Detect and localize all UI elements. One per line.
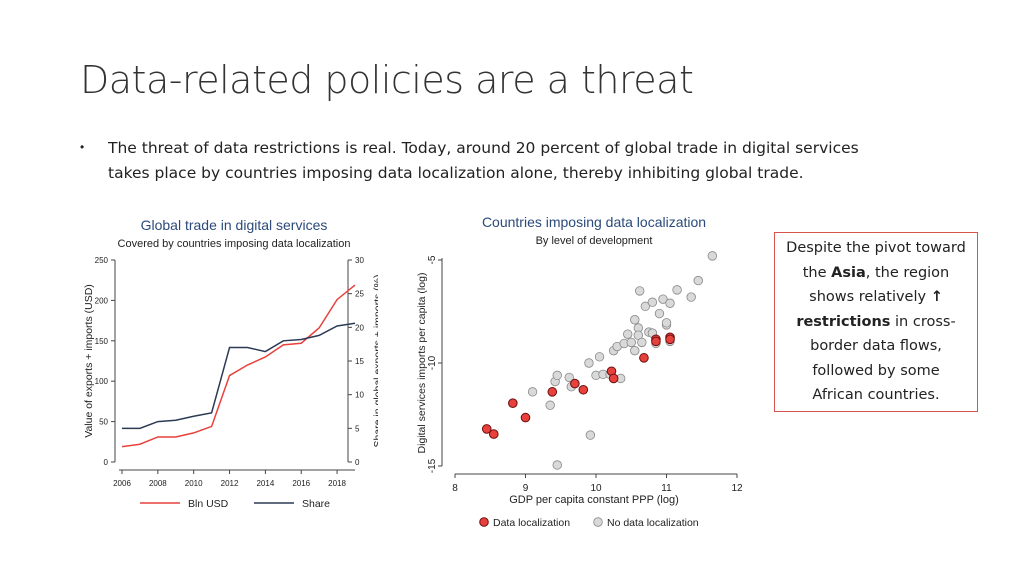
series-line-right <box>122 322 356 430</box>
data-point-localization <box>570 378 580 389</box>
data-point-localization <box>651 336 661 347</box>
legend-label: Data localization <box>493 517 570 529</box>
bullet-icon: • <box>80 140 85 154</box>
x-tick-label: 2010 <box>185 479 203 488</box>
x-tick-label: 2018 <box>328 479 346 488</box>
slide-title: Data-related policies are a threat <box>80 58 694 102</box>
data-point-localization <box>578 384 589 395</box>
data-point-localization <box>488 429 499 439</box>
x-tick-label: 11 <box>661 483 672 494</box>
y-tick-label-left: 250 <box>95 256 109 265</box>
x-tick-label: 2006 <box>113 479 131 488</box>
callout-box: Despite the pivot toward the Asia, the r… <box>774 232 978 412</box>
y-tick-label-right: 10 <box>355 391 364 400</box>
data-point-no-localization <box>527 387 538 397</box>
data-point-no-localization <box>693 275 703 286</box>
chart-subtitle: Covered by countries imposing data local… <box>118 238 351 250</box>
y-tick-label-right: 30 <box>355 256 364 265</box>
x-tick-label: 10 <box>590 483 602 494</box>
y-tick-label: -10 <box>427 355 438 370</box>
x-tick-label: 9 <box>523 483 529 494</box>
y-axis-title-right: Share in global exports + imports (%) <box>372 274 378 447</box>
data-point-no-localization <box>626 337 636 348</box>
data-point-no-localization <box>686 292 696 302</box>
chart-title: Global trade in digital services <box>141 217 328 233</box>
data-point-no-localization <box>623 329 633 339</box>
callout-part2: , the region shows relatively <box>809 264 950 306</box>
data-point-no-localization <box>594 352 605 362</box>
legend-label: Share <box>302 498 330 510</box>
data-point-no-localization <box>658 294 668 304</box>
callout-part3: in cross-border data flows, followed by … <box>810 313 956 404</box>
data-point-no-localization <box>584 358 594 368</box>
data-point-no-localization <box>661 318 672 328</box>
x-tick-label: 2008 <box>149 479 167 488</box>
chart-subtitle: By level of development <box>536 235 653 247</box>
x-tick-label: 2012 <box>221 479 239 488</box>
data-point-localization <box>639 353 649 363</box>
data-point-localization <box>547 387 558 397</box>
localization-scatter-chart: Countries imposing data localization By l… <box>416 214 743 529</box>
legend-label: No data localization <box>607 517 699 529</box>
y-tick-label-left: 0 <box>104 458 109 467</box>
chart-title: Countries imposing data localization <box>482 214 706 230</box>
y-tick-label-right: 25 <box>355 290 364 299</box>
callout-text: Despite the pivot toward the Asia, the r… <box>785 236 967 408</box>
data-point-no-localization <box>637 337 647 348</box>
data-point-localization <box>608 373 619 384</box>
data-point-no-localization <box>665 298 675 308</box>
data-point-no-localization <box>564 372 574 383</box>
y-axis-title: Digital services imports per capita (log… <box>416 273 428 454</box>
y-tick-label-left: 50 <box>99 418 108 427</box>
callout-bold-restrictions: restrictions <box>796 313 891 330</box>
data-point-no-localization <box>672 285 682 295</box>
y-tick-label: -15 <box>427 458 438 473</box>
arrow-up-icon: ↑ <box>930 289 943 306</box>
legend-marker <box>593 517 603 527</box>
data-point-no-localization <box>707 251 718 261</box>
y-tick-label-right: 5 <box>355 424 360 433</box>
y-axis-title-left: Value of exports + imports (USD) <box>83 284 95 438</box>
legend-label: Bln USD <box>188 498 229 510</box>
data-point-no-localization <box>585 430 596 440</box>
series-line-left <box>121 284 356 448</box>
data-point-localization <box>665 334 675 345</box>
legend-marker <box>479 517 489 527</box>
data-point-no-localization <box>647 297 658 307</box>
data-point-localization <box>520 412 531 423</box>
data-point-no-localization <box>640 301 651 312</box>
y-tick-label-left: 100 <box>95 377 109 386</box>
trade-line-chart: Global trade in digital services Covered … <box>83 217 378 510</box>
data-point-no-localization <box>635 286 645 296</box>
bullet-text: The threat of data restrictions is real.… <box>108 139 859 182</box>
data-point-no-localization <box>654 308 665 319</box>
data-point-no-localization <box>552 370 562 381</box>
data-point-no-localization <box>545 400 555 410</box>
y-tick-label: -5 <box>427 255 438 264</box>
y-tick-label-left: 150 <box>95 337 109 346</box>
y-tick-label-left: 200 <box>95 296 109 305</box>
y-tick-label-right: 20 <box>355 323 364 332</box>
x-tick-label: 2016 <box>292 479 310 488</box>
y-tick-label-right: 15 <box>355 357 364 366</box>
x-tick-label: 8 <box>452 483 458 494</box>
y-tick-label-right: 0 <box>355 458 360 467</box>
data-point-localization <box>481 424 492 434</box>
x-tick-label: 12 <box>731 483 743 494</box>
x-axis-title: GDP per capita constant PPP (log) <box>509 494 679 506</box>
x-tick-label: 2014 <box>256 479 274 488</box>
data-point-no-localization <box>552 460 562 470</box>
data-point-no-localization <box>630 315 640 325</box>
callout-bold-asia: Asia <box>831 264 866 281</box>
data-point-localization <box>508 398 518 408</box>
callout-part1: Despite the pivot toward the <box>786 240 966 281</box>
data-point-no-localization <box>630 345 640 356</box>
